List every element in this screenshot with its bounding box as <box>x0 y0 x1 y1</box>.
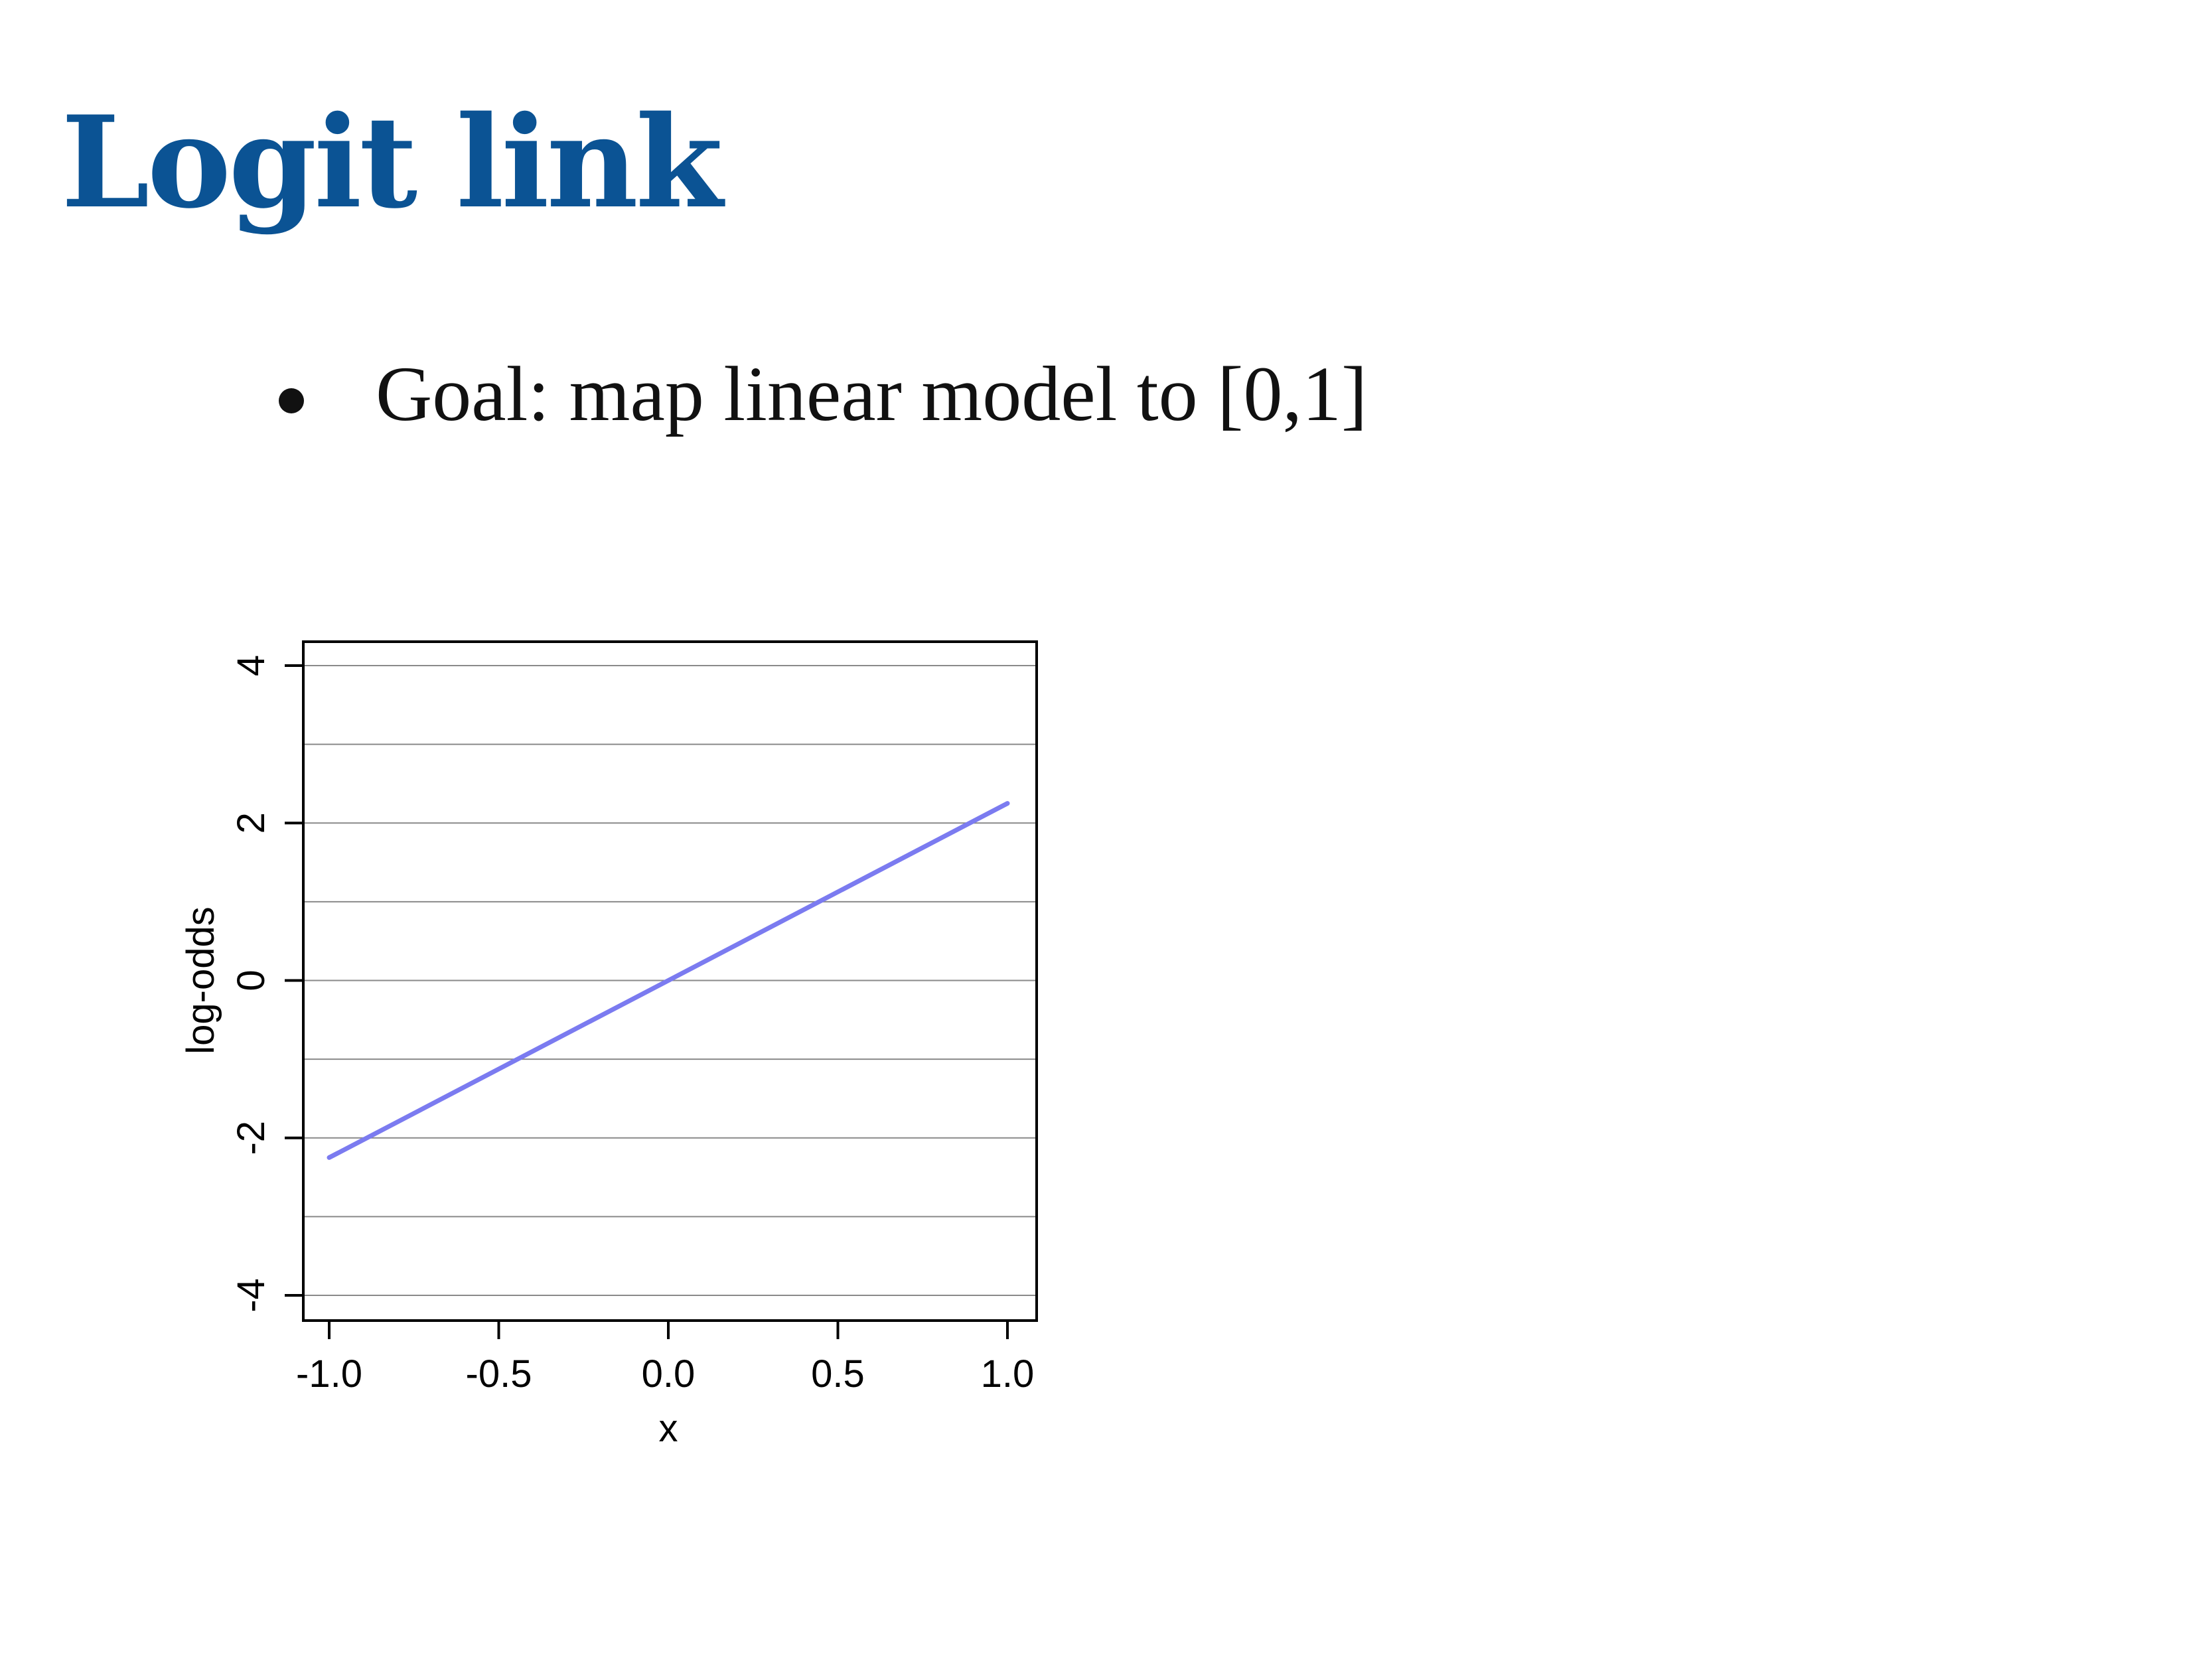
x-axis: -1.0 -0.5 0.0 0.5 1.0 <box>296 1319 1035 1396</box>
slide-title: Logit link <box>61 88 723 236</box>
y-tick-label: 0 <box>230 970 273 991</box>
bullet-text: Goal: map linear model to [0,1] <box>376 350 1368 437</box>
x-tick-label: 0.0 <box>642 1352 696 1396</box>
x-tick-label: 0.5 <box>811 1352 865 1396</box>
y-tick-label: 2 <box>230 812 273 833</box>
bullet-dot-icon <box>279 388 304 413</box>
y-tick-label: 4 <box>230 655 273 676</box>
y-axis: -4 -2 0 2 4 <box>230 655 305 1313</box>
x-tick-label: -1.0 <box>296 1352 362 1396</box>
x-tick-label: -0.5 <box>466 1352 532 1396</box>
x-axis-label: x <box>659 1407 678 1450</box>
y-tick-label: -4 <box>230 1278 273 1313</box>
series-layer <box>327 801 1010 1160</box>
y-axis-label: log-odds <box>179 906 222 1054</box>
bullet-item: Goal: map linear model to [0,1] <box>279 355 1367 433</box>
series-line <box>327 801 1010 1160</box>
y-tick-label: -2 <box>230 1121 273 1155</box>
x-tick-label: 1.0 <box>981 1352 1035 1396</box>
